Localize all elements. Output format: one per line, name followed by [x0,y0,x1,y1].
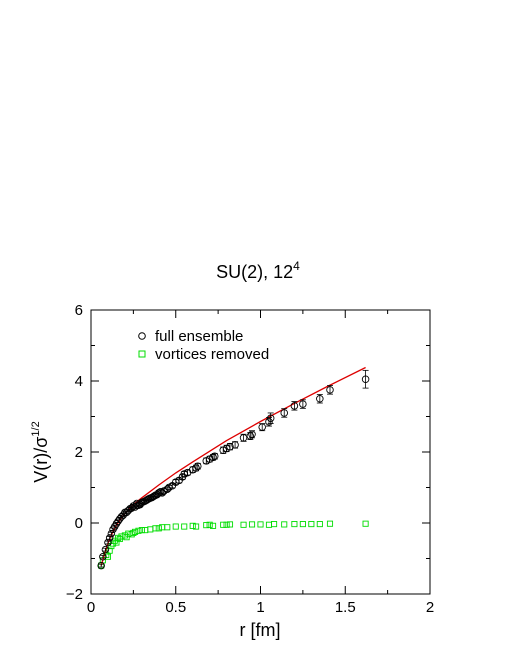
data-point-vortices-removed [113,539,120,546]
data-point-vortices-removed [299,521,306,528]
data-point-full-ensemble [231,441,239,449]
data-point-full-ensemble [326,386,334,394]
data-point-vortices-removed [115,534,122,541]
x-tick-label: 1 [256,599,264,616]
data-point-vortices-removed [316,521,323,528]
data-point-vortices-removed [220,521,227,528]
data-point-vortices-removed [123,534,130,541]
y-axis-label: V(r)/σ1/2 [30,421,51,482]
y-ticks: −2 0 2 4 6 [66,302,430,603]
legend-marker-vortices-removed [138,350,146,358]
data-point-vortices-removed [248,521,256,528]
legend-marker-full-ensemble [138,332,146,340]
data-point-vortices-removed [181,523,188,530]
data-point-full-ensemble [265,418,273,426]
data-point-vortices-removed [135,527,142,534]
x-tick-label: 0.5 [165,599,186,616]
y-tick-label: 0 [75,515,83,532]
y-axis-label-superscript: 1/2 [30,421,42,436]
data-point-vortices-removed [257,521,264,528]
data-point-vortices-removed [265,521,273,528]
data-point-vortices-removed [121,532,128,539]
data-point-vortices-removed [172,523,179,530]
data-point-vortices-removed [362,520,369,527]
x-tick-label: 1.5 [335,599,356,616]
y-tick-label: −2 [66,586,83,603]
data-point-full-ensemble [239,434,248,442]
y-tick-label: 6 [75,302,83,319]
data-point-vortices-removed [193,523,200,530]
data-point-full-ensemble [246,432,255,440]
x-tick-label: 2 [426,599,434,616]
data-point-full-ensemble [194,462,202,470]
data-point-vortices-removed [155,525,162,532]
data-point-vortices-removed [308,521,315,528]
data-point-vortices-removed [281,521,288,528]
data-point-full-ensemble [97,561,105,570]
fit-line [100,366,366,566]
data-point-full-ensemble [299,400,307,408]
legend-label-vortices-removed: vortices removed [155,346,269,363]
data-point-vortices-removed [104,553,111,560]
data-point-full-ensemble [105,534,114,542]
data-point-full-ensemble [258,423,266,431]
legend-label-full-ensemble: full ensemble [155,328,243,345]
data-point-vortices-removed [189,522,196,529]
data-point-full-ensemble [107,529,116,538]
chart-title-superscript: 4 [293,259,300,273]
data-point-full-ensemble [361,375,370,383]
data-point-vortices-removed [164,524,171,531]
data-point-vortices-removed [291,521,298,528]
data-point-vortices-removed [226,521,234,528]
data-point-vortices-removed [142,527,149,534]
data-point-vortices-removed [271,521,278,528]
data-point-vortices-removed [147,526,154,533]
data-point-full-ensemble [248,430,256,439]
data-point-full-ensemble [192,464,200,472]
data-point-full-ensemble [280,409,288,417]
data-point-vortices-removed [206,521,213,528]
data-point-vortices-removed [209,522,217,529]
chart-title: SU(2), 124 [216,259,300,282]
x-axis-label: r [fm] [240,620,281,640]
data-point-full-ensemble [210,452,219,461]
data-point-full-ensemble [266,414,275,423]
data-point-vortices-removed [223,521,230,528]
y-tick-label: 2 [75,444,83,461]
data-point-vortices-removed [240,521,247,528]
legend: full ensemble vortices removed [138,328,269,363]
data-point-vortices-removed [203,522,210,529]
data-point-vortices-removed [132,528,139,535]
x-tick-label: 0 [87,599,95,616]
y-tick-label: 4 [75,373,83,390]
data-layer [97,366,370,570]
data-point-vortices-removed [152,525,159,532]
data-point-full-ensemble [226,442,234,451]
data-point-full-ensemble [290,402,299,410]
data-point-full-ensemble [99,552,107,561]
data-point-full-ensemble [101,545,110,554]
data-point-vortices-removed [326,520,334,527]
data-point-full-ensemble [112,519,121,528]
data-point-full-ensemble [316,395,324,403]
x-ticks: 0 0.5 1 1.5 2 [87,310,434,616]
data-point-vortices-removed [138,527,145,534]
data-point-full-ensemble [209,453,217,462]
